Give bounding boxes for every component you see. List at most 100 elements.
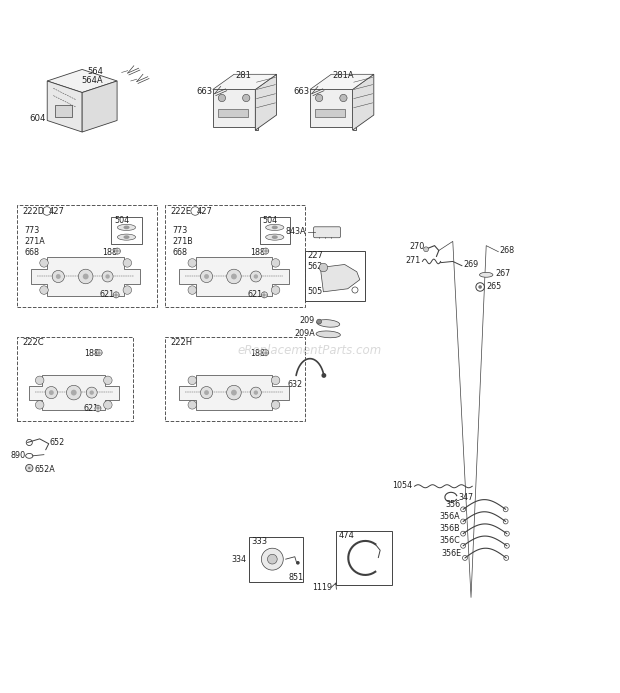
Polygon shape — [31, 257, 141, 296]
Circle shape — [340, 94, 347, 102]
Circle shape — [102, 271, 113, 282]
Circle shape — [262, 548, 283, 570]
Ellipse shape — [317, 319, 340, 327]
Text: 668: 668 — [24, 248, 40, 257]
Text: 663: 663 — [294, 87, 310, 96]
Text: 621: 621 — [84, 404, 99, 413]
Text: 652: 652 — [50, 438, 65, 447]
Text: 773: 773 — [24, 226, 40, 235]
Circle shape — [123, 286, 131, 295]
Text: 1054: 1054 — [392, 480, 412, 489]
FancyBboxPatch shape — [314, 227, 340, 238]
Circle shape — [231, 274, 237, 279]
Bar — [166, 337, 305, 421]
Text: eReplacementParts.com: eReplacementParts.com — [238, 344, 382, 357]
Text: 621: 621 — [247, 290, 262, 299]
Text: 271A: 271A — [24, 237, 45, 246]
Polygon shape — [179, 375, 289, 410]
Circle shape — [263, 349, 268, 356]
Text: 188: 188 — [84, 349, 99, 358]
Bar — [305, 251, 365, 301]
Text: 271: 271 — [405, 256, 420, 265]
Circle shape — [71, 389, 77, 396]
Text: 604: 604 — [29, 114, 46, 123]
Polygon shape — [353, 74, 374, 130]
Circle shape — [105, 274, 110, 279]
Circle shape — [86, 387, 97, 398]
Text: 222H: 222H — [170, 338, 192, 347]
Text: 504: 504 — [263, 216, 278, 225]
Circle shape — [272, 376, 280, 385]
Circle shape — [25, 464, 33, 472]
Text: 1119: 1119 — [312, 584, 332, 593]
Circle shape — [82, 274, 89, 279]
Circle shape — [45, 387, 58, 398]
Circle shape — [200, 387, 213, 398]
Polygon shape — [310, 89, 355, 130]
Circle shape — [231, 389, 237, 396]
Bar — [315, 109, 345, 117]
FancyBboxPatch shape — [55, 105, 71, 117]
Circle shape — [242, 94, 250, 102]
Circle shape — [227, 269, 241, 283]
Ellipse shape — [117, 234, 136, 240]
Ellipse shape — [272, 226, 278, 229]
Text: 269: 269 — [463, 260, 479, 269]
Circle shape — [272, 286, 280, 295]
Text: 271B: 271B — [173, 237, 193, 246]
Bar — [218, 109, 248, 117]
Circle shape — [250, 271, 261, 282]
Circle shape — [218, 94, 226, 102]
Circle shape — [267, 554, 277, 564]
Polygon shape — [29, 375, 118, 410]
Bar — [112, 217, 142, 245]
Bar — [17, 205, 157, 307]
Circle shape — [123, 258, 131, 267]
Text: 668: 668 — [173, 248, 188, 257]
Circle shape — [104, 376, 112, 385]
Ellipse shape — [123, 236, 130, 239]
Text: 356B: 356B — [440, 525, 460, 534]
Circle shape — [204, 390, 209, 395]
Circle shape — [188, 401, 197, 409]
Text: 209: 209 — [299, 317, 315, 326]
Circle shape — [113, 292, 119, 298]
Circle shape — [188, 376, 197, 385]
Text: 227: 227 — [307, 252, 323, 261]
Circle shape — [40, 258, 48, 267]
Bar — [249, 536, 303, 582]
Bar — [17, 337, 133, 421]
Circle shape — [321, 373, 326, 378]
Text: 281A: 281A — [332, 71, 354, 80]
Text: 773: 773 — [173, 226, 188, 235]
Circle shape — [254, 274, 258, 279]
Text: 505: 505 — [307, 288, 322, 297]
Polygon shape — [179, 257, 289, 296]
Circle shape — [296, 561, 299, 565]
Polygon shape — [255, 74, 277, 130]
Text: 188: 188 — [102, 248, 117, 257]
Circle shape — [104, 401, 112, 409]
Text: 663: 663 — [197, 87, 213, 96]
Text: 890: 890 — [11, 451, 25, 460]
Text: 222C: 222C — [22, 338, 43, 347]
Text: 333: 333 — [252, 537, 268, 546]
Polygon shape — [82, 81, 117, 132]
Text: 621: 621 — [99, 290, 114, 299]
Circle shape — [204, 274, 209, 279]
Circle shape — [66, 385, 81, 400]
Ellipse shape — [265, 234, 284, 240]
Circle shape — [35, 401, 44, 409]
Polygon shape — [321, 265, 360, 292]
Circle shape — [227, 385, 241, 400]
Text: 267: 267 — [495, 269, 510, 278]
Bar — [336, 531, 392, 586]
Ellipse shape — [316, 331, 340, 337]
Text: 281: 281 — [235, 71, 251, 80]
Circle shape — [316, 94, 323, 102]
Ellipse shape — [265, 225, 284, 231]
Circle shape — [56, 274, 61, 279]
Polygon shape — [213, 89, 259, 130]
Polygon shape — [310, 74, 374, 89]
Text: 564A: 564A — [82, 76, 104, 85]
